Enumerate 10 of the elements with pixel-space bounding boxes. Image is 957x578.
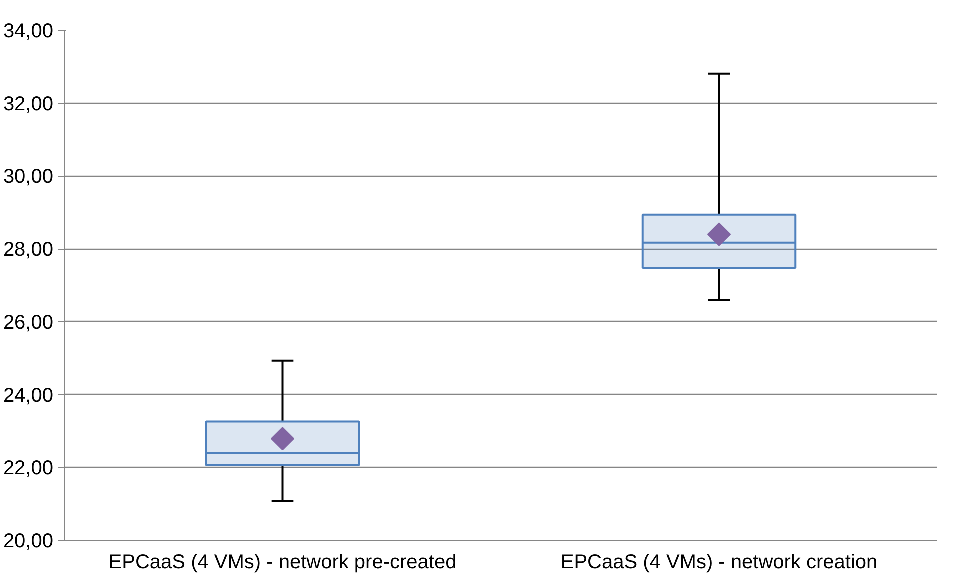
y-tick-label: 22,00 (3, 458, 54, 480)
x-tick-label: EPCaaS (4 VMs) - network creation (560, 552, 878, 574)
y-tick-label: 20,00 (3, 530, 54, 552)
y-tick-label: 32,00 (3, 93, 54, 116)
y-tick-label: 26,00 (3, 312, 54, 334)
y-tick-label: 28,00 (3, 239, 54, 262)
x-tick-label: EPCaaS (4 VMs) - network pre-created (108, 552, 457, 574)
y-tick-label: 24,00 (3, 384, 54, 407)
y-tick-label: 30,00 (3, 166, 54, 188)
y-tick-label: 34,00 (3, 20, 54, 42)
